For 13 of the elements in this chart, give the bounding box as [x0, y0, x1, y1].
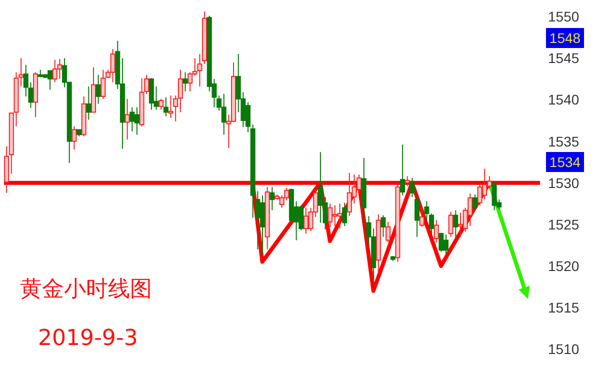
y-tick-label: 1510	[548, 341, 580, 358]
y-tick-label: 1520	[548, 258, 580, 274]
y-tick-label: 1515	[548, 299, 580, 316]
y-tick-label: 1535	[548, 133, 580, 150]
y-tick-label: 1545	[548, 50, 580, 66]
annotation: 2019-9-3	[38, 326, 138, 351]
text: 1534	[546, 152, 584, 172]
y-tick-label: 1550	[548, 8, 580, 25]
annotation: 黄金小时线图	[20, 276, 152, 304]
y-tick-label: 1540	[548, 92, 580, 108]
text: 1548	[546, 28, 584, 48]
y-tick-label: 1525	[548, 216, 580, 232]
y-tick-label: 1530	[548, 174, 580, 191]
